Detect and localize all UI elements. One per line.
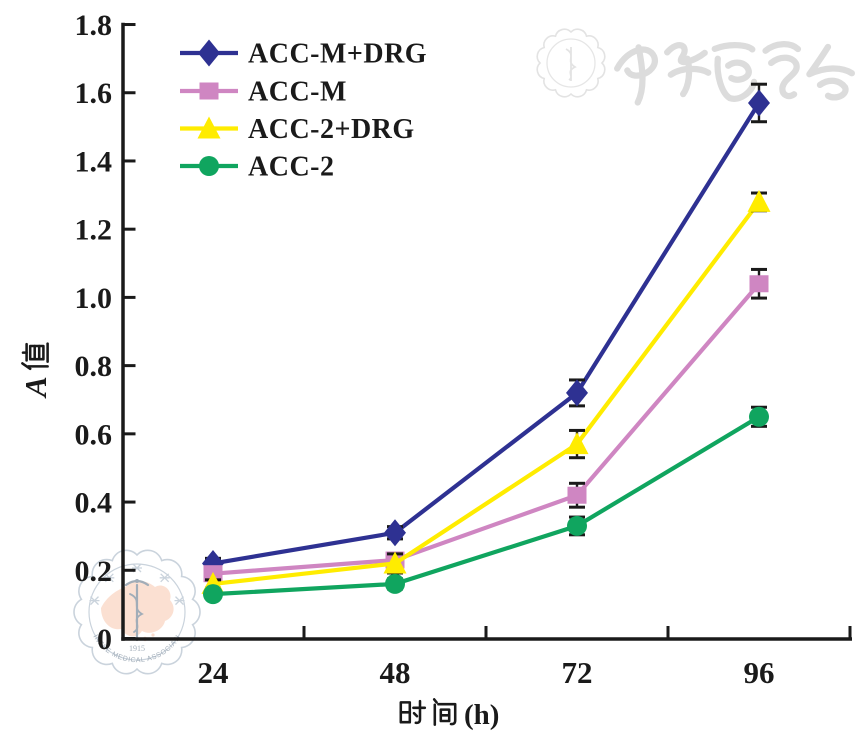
data-point-marker [748,89,770,117]
legend-item-ACC-M+DRG: ACC-M+DRG [180,39,427,70]
series-ACC-M+DRG [202,82,770,577]
series-ACC-M [203,267,769,583]
calligraphy-character [762,41,802,100]
y-axis-letter: A [18,376,53,399]
series-ACC-2 [203,405,769,605]
calligraphy-character [711,42,758,102]
legend-label: ACC-M+DRG [248,39,427,70]
y-tick-label: 0 [97,623,112,656]
data-point-marker [566,379,588,407]
data-point-marker [749,406,769,427]
data-point-marker [567,486,587,504]
x-axis: 24 48 72 96 [121,626,852,690]
y-tick-label: 1.4 [75,145,113,178]
calligraphy-character [614,44,658,106]
x-tick-label: 24 [198,655,229,690]
y-tick-label: 0.6 [75,418,113,451]
series-line [212,101,761,566]
y-tick-label: 0.4 [75,487,113,520]
data-point-marker [565,432,589,455]
y-axis: 0 0.2 0.4 0.6 0.8 1.0 1.2 1.4 1.6 1.8 [75,9,136,656]
data-point-marker [203,584,223,605]
y-tick-label: 0.2 [75,555,113,588]
cjk-glyph-shi [399,699,427,725]
seal-year-text: 1915 [129,644,145,653]
data-point-marker [747,189,771,212]
series-line [212,200,761,587]
legend-item-ACC-2+DRG: ACC-2+DRG [180,114,415,145]
data-point-marker [197,116,221,139]
y-tick-label: 0.8 [75,350,113,383]
series-line [212,282,761,576]
x-tick-label: 72 [562,655,593,690]
data-point-marker [749,275,769,293]
seal-top-arc-character-mark [174,596,185,606]
series-line [212,414,761,597]
y-axis-title: A [18,342,53,399]
series-ACC-2+DRG [201,189,771,594]
y-tick-label: 1.2 [75,214,113,247]
legend-item-ACC-M: ACC-M [180,77,347,108]
seal-top-arc-character-mark [89,596,100,606]
legend-label: ACC-2+DRG [248,114,415,145]
data-point-marker [199,156,219,176]
data-point-marker [385,573,405,594]
legend-item-ACC-2: ACC-2 [180,152,335,183]
y-tick-label: 1.8 [75,9,113,42]
y-tick-label: 1.6 [75,77,113,110]
data-point-marker [384,519,406,547]
cjk-glyph-jian [432,698,457,726]
x-tick-label: 96 [744,655,775,690]
legend-label: ACC-M [248,77,347,108]
data-point-marker [383,551,407,574]
x-tick-label: 48 [380,655,411,690]
seal-top-arc-character-mark [104,573,115,583]
data-point-marker [567,515,587,536]
data-point-marker [198,39,220,67]
x-axis-title: (h) [399,698,499,731]
legend-label: ACC-2 [248,152,335,183]
watermark-calligraphy [536,28,856,106]
cjk-glyph-zhi [21,342,49,371]
seal-top-arc-character-mark [159,573,170,583]
y-tick-label: 1.0 [75,282,113,315]
watermark-top-seal [536,28,606,98]
staff-and-snake-icon [124,579,150,642]
calligraphy-character [806,43,856,101]
legend: ACC-M+DRG ACC-M ACC-2+DRG ACC-2 [180,39,427,183]
calligraphy-character [664,42,712,98]
data-point-marker [199,82,219,100]
x-axis-unit: (h) [464,699,499,731]
